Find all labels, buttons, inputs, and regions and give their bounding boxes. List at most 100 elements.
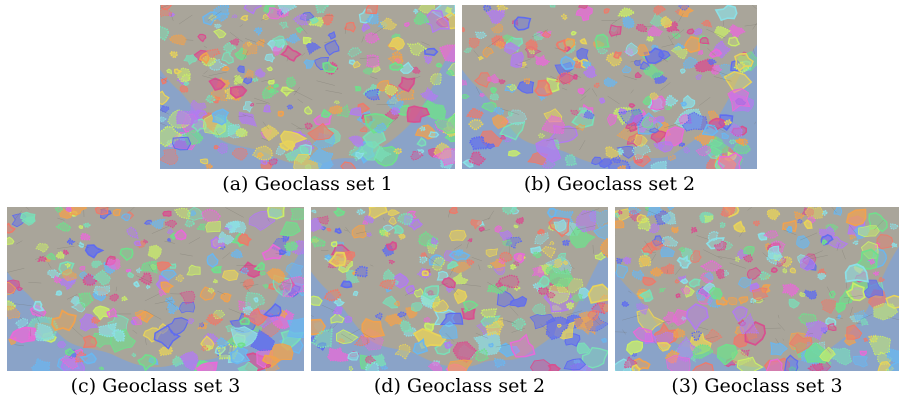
map-road [453, 244, 463, 250]
geoclass-region [229, 85, 248, 99]
geoclass-region [697, 49, 704, 55]
geoclass-region [443, 340, 454, 349]
geoclass-region [716, 343, 738, 366]
geoclass-region [821, 239, 828, 245]
geoclass-region [221, 269, 239, 282]
geoclass-region [82, 273, 98, 287]
map-road [540, 323, 551, 334]
map-road [661, 43, 674, 48]
map-road [654, 58, 667, 66]
map-road [611, 17, 622, 24]
geoclass-region [731, 306, 748, 323]
map-road [239, 24, 243, 28]
geoclass-region [260, 159, 268, 165]
geoclass-region [650, 130, 667, 144]
geoclass-region [419, 256, 428, 264]
geoclass-region [546, 292, 556, 299]
map-road [644, 240, 652, 251]
geoclass-region [851, 287, 867, 299]
map-road [581, 208, 600, 215]
geoclass-region [98, 366, 105, 371]
geoclass-region [661, 211, 677, 225]
geoclass-region [654, 331, 674, 346]
geoclass-region [678, 5, 695, 18]
geoclass-region [282, 235, 291, 242]
geoclass-region [417, 231, 440, 248]
geoclass-region [387, 209, 401, 217]
map-road [707, 48, 716, 56]
geoclass-region [79, 265, 86, 271]
map-road [579, 140, 586, 151]
geoclass-region [743, 245, 755, 257]
geoclass-region [335, 329, 359, 345]
geoclass-region [838, 289, 854, 305]
geoclass-region [364, 32, 380, 44]
geoclass-region [515, 216, 524, 225]
geoclass-region [277, 110, 284, 117]
geoclass-region [886, 361, 899, 371]
geoclass-region [695, 74, 703, 80]
geoclass-region [633, 134, 648, 147]
geoclass-region [501, 207, 518, 215]
geoclass-region [616, 257, 623, 265]
geoclass-region [255, 68, 266, 78]
geoclass-region [770, 341, 788, 356]
geoclass-region [587, 283, 608, 304]
geoclass-region [727, 88, 751, 112]
geoclass-region [280, 44, 302, 62]
geoclass-region [347, 135, 364, 148]
geoclass-region [638, 254, 652, 268]
geoclass-region [770, 266, 778, 274]
map-road [332, 323, 338, 329]
geoclass-region [362, 67, 373, 75]
map-road [532, 29, 549, 38]
map-road [115, 286, 118, 292]
geoclass-region [106, 307, 118, 319]
geoclass-region [734, 256, 741, 263]
geoclass-region [889, 223, 899, 230]
geoclass-region [389, 61, 404, 72]
geoclass-region [498, 79, 506, 85]
geoclass-region [431, 256, 446, 271]
geoclass-region [852, 239, 859, 246]
land-mass [311, 207, 608, 368]
map-road [698, 326, 709, 330]
map-canvas [160, 5, 455, 169]
geoclass-region [488, 342, 494, 348]
map-road [658, 55, 668, 63]
map-road [439, 283, 448, 286]
geoclass-region [671, 33, 681, 40]
geoclass-region [677, 141, 686, 147]
geoclass-region [627, 207, 642, 215]
geoclass-region [448, 250, 471, 262]
geoclass-region [168, 34, 187, 46]
geoclass-region [680, 287, 691, 295]
map-road [261, 78, 275, 82]
geoclass-region [493, 357, 506, 369]
geoclass-region [714, 5, 738, 22]
geoclass-region [642, 276, 657, 286]
map-road [569, 225, 576, 236]
geoclass-region [541, 115, 565, 135]
geoclass-region [569, 293, 584, 303]
geoclass-region [243, 5, 262, 15]
geoclass-region [240, 15, 249, 22]
geoclass-region [7, 236, 15, 245]
map-road [850, 306, 853, 316]
geoclass-region [738, 296, 749, 305]
map-road [754, 121, 756, 125]
map-road [72, 327, 83, 338]
geoclass-region [867, 258, 876, 265]
map-road [56, 246, 75, 249]
geoclass-region [807, 362, 825, 371]
geoclass-region [509, 295, 528, 308]
map-road [550, 75, 568, 85]
geoclass-region [328, 251, 347, 267]
geoclass-region [416, 137, 427, 147]
geoclass-region [599, 97, 606, 104]
geoclass-region [160, 90, 170, 106]
geoclass-region [739, 313, 760, 335]
map-road [554, 47, 567, 52]
map-road [720, 245, 725, 250]
geoclass-region [678, 246, 686, 253]
